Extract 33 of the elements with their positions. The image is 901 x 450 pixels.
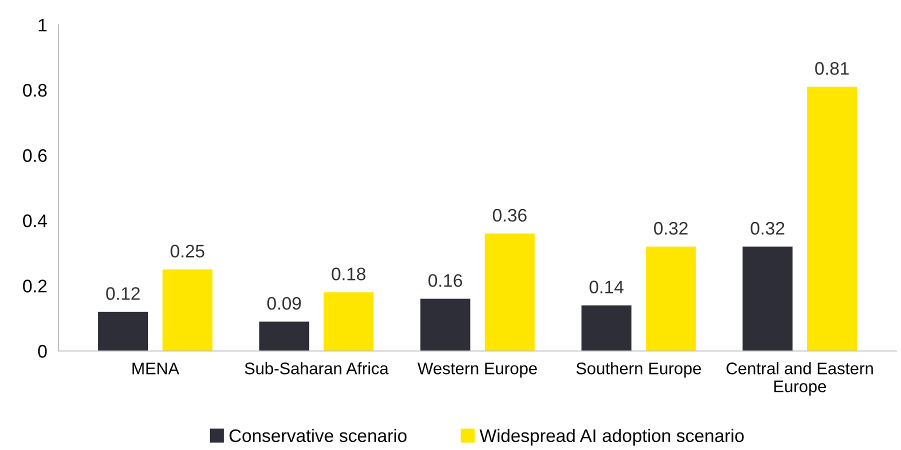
data-label: 0.25 <box>170 244 204 258</box>
y-tick-label: 1 <box>38 18 47 32</box>
data-label: 0.12 <box>106 287 140 300</box>
data-label: 0.32 <box>654 222 688 235</box>
bar <box>162 269 212 351</box>
x-tick-label: MENA <box>132 362 180 374</box>
x-tick-label: Southern Europe <box>576 362 701 378</box>
bar <box>742 246 793 351</box>
bar <box>259 322 310 351</box>
data-label: 0.09 <box>267 296 301 310</box>
data-label: 0.18 <box>332 268 366 280</box>
y-tick-label: 0.8 <box>23 84 47 97</box>
bar <box>484 234 535 351</box>
x-tick-label: Central and Eastern Europe <box>726 362 873 396</box>
bar <box>581 305 632 351</box>
y-tick-label: 0.6 <box>23 149 47 162</box>
bar <box>646 246 696 351</box>
data-label: 0.36 <box>492 208 527 222</box>
legend-label: Widespread AI adoption scenario <box>480 428 744 446</box>
y-tick-label: 0.2 <box>23 280 47 292</box>
data-label: 0.81 <box>815 62 849 75</box>
bar <box>807 86 858 351</box>
data-label: 0.32 <box>750 222 784 235</box>
bar <box>98 312 148 351</box>
y-tick-label: 0 <box>38 344 47 358</box>
x-tick-label: Western Europe <box>418 362 537 378</box>
data-label: 0.16 <box>428 274 462 287</box>
y-tick-label: 0.4 <box>23 214 47 228</box>
legend-label: Conservative scenario <box>230 428 407 442</box>
data-label: 0.14 <box>590 280 624 294</box>
bar <box>420 298 470 351</box>
bar <box>324 292 374 351</box>
x-tick-label: Sub-Saharan Africa <box>244 362 389 374</box>
